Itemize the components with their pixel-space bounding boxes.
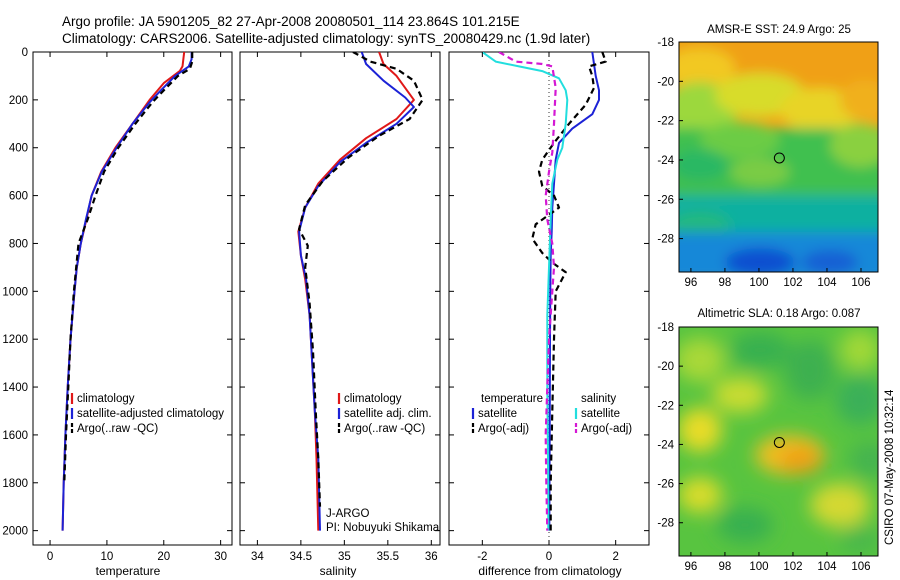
- temperature-xtick-label: 0: [47, 551, 53, 563]
- temperature-xlabel: temperature: [96, 564, 161, 578]
- sla-map-ytick-label: -18: [657, 322, 674, 334]
- salinity-legend-1-label: climatology: [344, 393, 402, 405]
- sla-map-ytick-label: -24: [657, 439, 674, 451]
- salinity-series-2-line: [298, 52, 415, 531]
- sla-map-ytick-label: -22: [657, 400, 674, 412]
- sst-map-ytick-label: -22: [657, 116, 674, 128]
- sla-map-xtick-label: 102: [783, 561, 802, 573]
- depth-ytick-label: 1600: [2, 430, 28, 442]
- sla-map-title: Altimetric SLA: 0.18 Argo: 0.087: [697, 308, 860, 320]
- difference-xlabel: difference from climatology: [478, 564, 621, 578]
- difference-legend-temp-1-label: satellite: [478, 408, 517, 420]
- temperature-xtick-label: 20: [157, 551, 170, 563]
- sla-map-xtick-label: 104: [817, 561, 837, 573]
- salinity-legend-2-label: satellite adj. clim.: [344, 408, 432, 420]
- header-line-2: Climatology: CARS2006. Satellite-adjuste…: [62, 31, 590, 46]
- salinity-xtick-label: 36: [425, 551, 438, 563]
- sst-map-xtick-label: 102: [783, 277, 802, 289]
- salinity-xtick-label: 35: [338, 551, 351, 563]
- salinity-legend: climatology satellite adj. clim. Argo(..ra…: [337, 393, 432, 435]
- sst-map-xtick-label: 96: [685, 277, 698, 289]
- temperature-legend-1-label: climatology: [77, 393, 135, 405]
- sla-map-xtick-label: 106: [851, 561, 870, 573]
- depth-ytick-label: 1400: [2, 382, 28, 394]
- salinity-xtick-label: 35.5: [377, 551, 399, 563]
- depth-ytick-label: 0: [22, 47, 28, 59]
- sst-map-frame: [678, 41, 879, 273]
- sla-map-xtick-label: 100: [749, 561, 768, 573]
- sla-map-ytick-label: -26: [657, 479, 674, 491]
- temperature-xtick-label: 10: [101, 551, 114, 563]
- sla-argo-location-marker: [773, 436, 785, 448]
- difference-series-1-line: [548, 52, 600, 531]
- difference-legend-sal-1-label: satellite: [581, 408, 620, 420]
- salinity-legend-3-label: Argo(..raw -QC): [344, 423, 425, 435]
- sst-map-xtick-label: 104: [817, 277, 837, 289]
- sla-heatmap: [679, 327, 878, 556]
- difference-series-3-line: [481, 52, 569, 531]
- difference-legend-salinity-title: salinity: [581, 393, 616, 405]
- temperature-panel: 0 10 20 30 0 200 400 600 800 1000 1200 1400 1600 1800…: [2, 47, 233, 578]
- depth-ytick-label: 1800: [2, 478, 28, 490]
- difference-series-4-line: [498, 52, 557, 531]
- temperature-legend: climatology satellite-adjusted climatolog…: [70, 393, 224, 435]
- sst-heatmap: [679, 42, 878, 272]
- float-program-label: J-ARGO: [326, 508, 370, 520]
- temperature-axes-frame: [32, 51, 233, 546]
- salinity-panel: 34 34.5 35 35.5 36 salinity climatology satel…: [239, 51, 441, 578]
- sst-map-ytick-label: -20: [657, 76, 674, 88]
- sla-map-ytick-label: -28: [657, 518, 674, 530]
- salinity-xtick-label: 34: [251, 551, 264, 563]
- difference-legend-temperature-title: temperature: [481, 393, 543, 405]
- difference-series-2-line: [531, 52, 607, 531]
- depth-ytick-label: 1200: [2, 334, 28, 346]
- depth-ytick-label: 400: [9, 143, 28, 155]
- header-line-1: Argo profile: JA 5901205_82 27-Apr-2008 …: [62, 14, 520, 29]
- depth-ytick-label: 800: [9, 238, 28, 250]
- sst-map-ytick-label: -26: [657, 194, 674, 206]
- timestamp-side-label: CSIRO 07-May-2008 10:32:14: [884, 389, 896, 545]
- salinity-series-3-line: [298, 52, 424, 507]
- temperature-xtick-label: 30: [214, 551, 227, 563]
- difference-panel: -2 0 2 difference from climatology tempera…: [448, 51, 650, 578]
- sst-map-xtick-label: 100: [749, 277, 768, 289]
- depth-ytick-label: 200: [9, 95, 28, 107]
- sst-argo-location-marker: [773, 152, 785, 164]
- float-pi-label: PI: Nobuyuki Shikama: [326, 522, 440, 534]
- difference-xtick-label: 2: [612, 551, 618, 563]
- difference-legend-sal-2-label: Argo(-adj): [581, 423, 632, 435]
- sst-map-ytick-label: -18: [657, 37, 674, 49]
- sst-map-ytick-label: -24: [657, 155, 674, 167]
- sla-map-xtick-label: 96: [685, 561, 698, 573]
- salinity-xlabel: salinity: [320, 564, 357, 578]
- sst-map-xtick-label: 98: [719, 277, 732, 289]
- sla-map-panel: Altimetric SLA: 0.18 Argo: 0.087: [657, 308, 879, 573]
- sla-map-ytick-label: -20: [657, 361, 674, 373]
- sst-map-title: AMSR-E SST: 24.9 Argo: 25: [707, 24, 851, 36]
- difference-legend-temp-2-label: Argo(-adj): [478, 423, 529, 435]
- sst-map-panel: AMSR-E SST: 24.9 Argo: 25: [657, 24, 879, 289]
- temperature-series-3-line: [63, 52, 194, 483]
- temperature-legend-3-label: Argo(..raw -QC): [77, 423, 158, 435]
- sst-map-ytick-label: -28: [657, 234, 674, 246]
- depth-ytick-label: 2000: [2, 526, 28, 538]
- difference-legend: temperature salinity satellite Argo(-adj) sa…: [471, 393, 632, 435]
- salinity-axes-frame: [239, 51, 441, 546]
- sst-map-xtick-label: 106: [851, 277, 870, 289]
- temperature-legend-2-label: satellite-adjusted climatology: [77, 408, 224, 420]
- sla-map-xtick-label: 98: [719, 561, 732, 573]
- salinity-xtick-label: 34.5: [290, 551, 312, 563]
- difference-xtick-label: 0: [546, 551, 552, 563]
- depth-ytick-label: 1000: [2, 286, 28, 298]
- sla-map-frame: [678, 326, 879, 557]
- difference-xtick-label: -2: [477, 551, 487, 563]
- depth-ytick-label: 600: [9, 191, 28, 203]
